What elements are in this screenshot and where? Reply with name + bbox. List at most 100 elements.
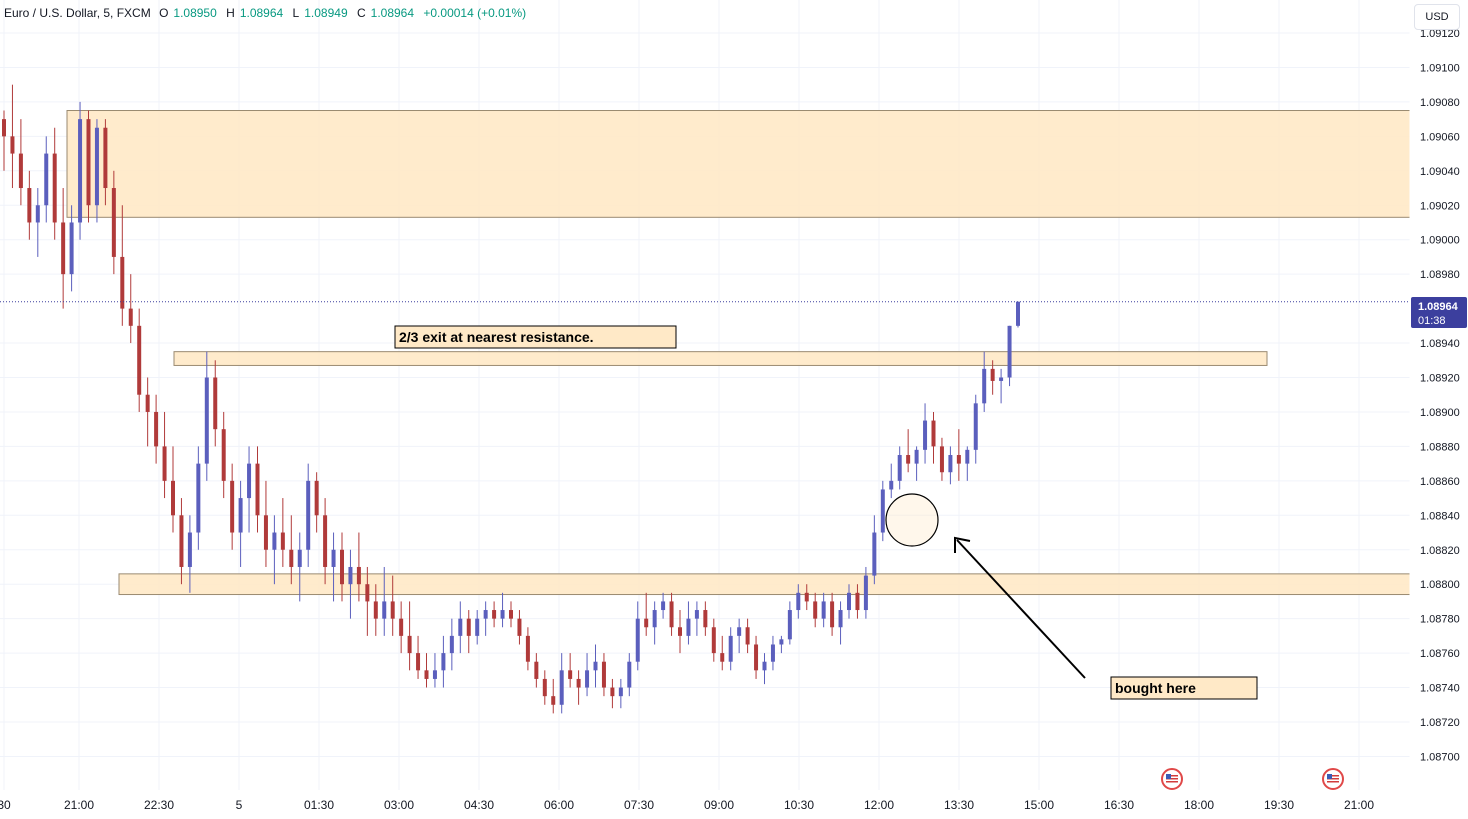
candle-body bbox=[492, 610, 497, 619]
entry-note: bought here bbox=[1110, 676, 1258, 700]
candle bbox=[973, 394, 978, 464]
candle-body bbox=[280, 532, 285, 550]
price-tag-bg bbox=[1411, 297, 1467, 328]
candle-body bbox=[35, 205, 40, 223]
candle-body bbox=[314, 480, 319, 516]
candle-body bbox=[813, 601, 818, 619]
candle bbox=[128, 274, 133, 344]
candle bbox=[542, 670, 547, 705]
candle-body bbox=[52, 153, 57, 223]
candle bbox=[289, 515, 294, 585]
candle-body bbox=[272, 532, 277, 550]
candle bbox=[238, 480, 243, 567]
candle bbox=[821, 592, 826, 628]
candle bbox=[10, 84, 15, 189]
candle-body bbox=[458, 618, 463, 636]
candle-body bbox=[914, 449, 919, 464]
candle bbox=[213, 360, 218, 447]
y-tick-label: 1.08800 bbox=[1420, 579, 1460, 591]
candle bbox=[813, 592, 818, 628]
candle bbox=[897, 446, 902, 490]
candle bbox=[906, 429, 911, 473]
candle-body bbox=[356, 566, 361, 585]
candle-body bbox=[872, 532, 877, 576]
flag-canton bbox=[1166, 774, 1171, 779]
candle bbox=[44, 136, 49, 223]
candle-body bbox=[475, 618, 480, 636]
candle bbox=[694, 601, 699, 636]
candle bbox=[382, 566, 387, 636]
candle bbox=[483, 601, 488, 636]
candle-body bbox=[86, 119, 91, 206]
candle-body bbox=[187, 532, 192, 567]
candle-body bbox=[171, 480, 175, 516]
exit-note: 2/3 exit at nearest resistance. bbox=[394, 325, 677, 349]
x-tick-label: 5 bbox=[236, 798, 243, 812]
candle bbox=[618, 678, 623, 709]
low-label: L bbox=[292, 6, 300, 20]
x-tick-label: 10:30 bbox=[784, 798, 814, 812]
candle bbox=[247, 446, 252, 533]
candle-body bbox=[204, 377, 209, 464]
candle bbox=[348, 549, 353, 619]
candle-body bbox=[728, 635, 733, 662]
candle bbox=[593, 644, 598, 688]
close-label: C bbox=[356, 6, 366, 20]
candle-body bbox=[880, 489, 885, 533]
candle bbox=[2, 110, 6, 171]
candle-body bbox=[610, 687, 615, 697]
candle bbox=[770, 635, 775, 671]
x-tick-label: 21:00 bbox=[1344, 798, 1374, 812]
candle-body bbox=[999, 377, 1004, 381]
candle-body bbox=[982, 368, 987, 404]
y-tick-label: 1.08860 bbox=[1420, 476, 1460, 488]
candle bbox=[1007, 325, 1012, 387]
zone-resistance-near bbox=[173, 351, 1268, 366]
candle bbox=[517, 610, 522, 645]
candle-body bbox=[297, 549, 302, 567]
x-tick-label: 03:00 bbox=[384, 798, 414, 812]
candle bbox=[999, 368, 1004, 404]
candle bbox=[492, 601, 497, 628]
candle bbox=[475, 610, 480, 645]
candle bbox=[458, 601, 463, 654]
price-axis[interactable]: 1.09120 1.09100 1.09080 1.09060 1.09040 1.090… bbox=[1409, 0, 1467, 819]
candle bbox=[500, 592, 505, 628]
time-axis[interactable]: 30 21:00 22:30 5 01:30 03:00 04:30 06:00 07:30 09… bbox=[0, 768, 1374, 812]
candle bbox=[948, 446, 953, 485]
candle-body bbox=[923, 420, 928, 450]
candle-body bbox=[855, 592, 860, 611]
overlays: 2/3 exit at nearest resistance. bought he… bbox=[0, 301, 1410, 700]
candle bbox=[635, 601, 640, 671]
y-tick-label: 1.08920 bbox=[1420, 373, 1460, 385]
y-tick-label: 1.08940 bbox=[1420, 338, 1460, 350]
candle-body bbox=[382, 601, 387, 619]
candle bbox=[855, 584, 860, 619]
candle bbox=[145, 377, 150, 447]
y-tick-label: 1.08880 bbox=[1420, 441, 1460, 453]
candle bbox=[263, 480, 268, 567]
candle bbox=[390, 575, 395, 636]
y-tick-label: 1.09000 bbox=[1420, 235, 1460, 247]
candle-body bbox=[770, 644, 775, 662]
candle-body bbox=[432, 670, 437, 679]
candle-body bbox=[576, 678, 581, 688]
candle bbox=[728, 627, 733, 671]
x-tick-label: 01:30 bbox=[304, 798, 334, 812]
candle-body bbox=[762, 661, 767, 671]
y-tick-label: 1.09120 bbox=[1420, 28, 1460, 40]
candle bbox=[889, 463, 894, 499]
candle-body bbox=[787, 610, 792, 640]
currency-button[interactable]: USD bbox=[1414, 4, 1460, 30]
candle-body bbox=[906, 455, 911, 464]
price-tag-countdown: 01:38 bbox=[1418, 315, 1446, 327]
candle-body bbox=[551, 696, 556, 705]
candle-body bbox=[534, 661, 539, 679]
candle bbox=[323, 498, 328, 585]
candle-body bbox=[737, 627, 742, 636]
candle bbox=[534, 653, 539, 688]
candle bbox=[931, 411, 936, 464]
candle bbox=[576, 670, 581, 705]
candle bbox=[627, 653, 632, 697]
